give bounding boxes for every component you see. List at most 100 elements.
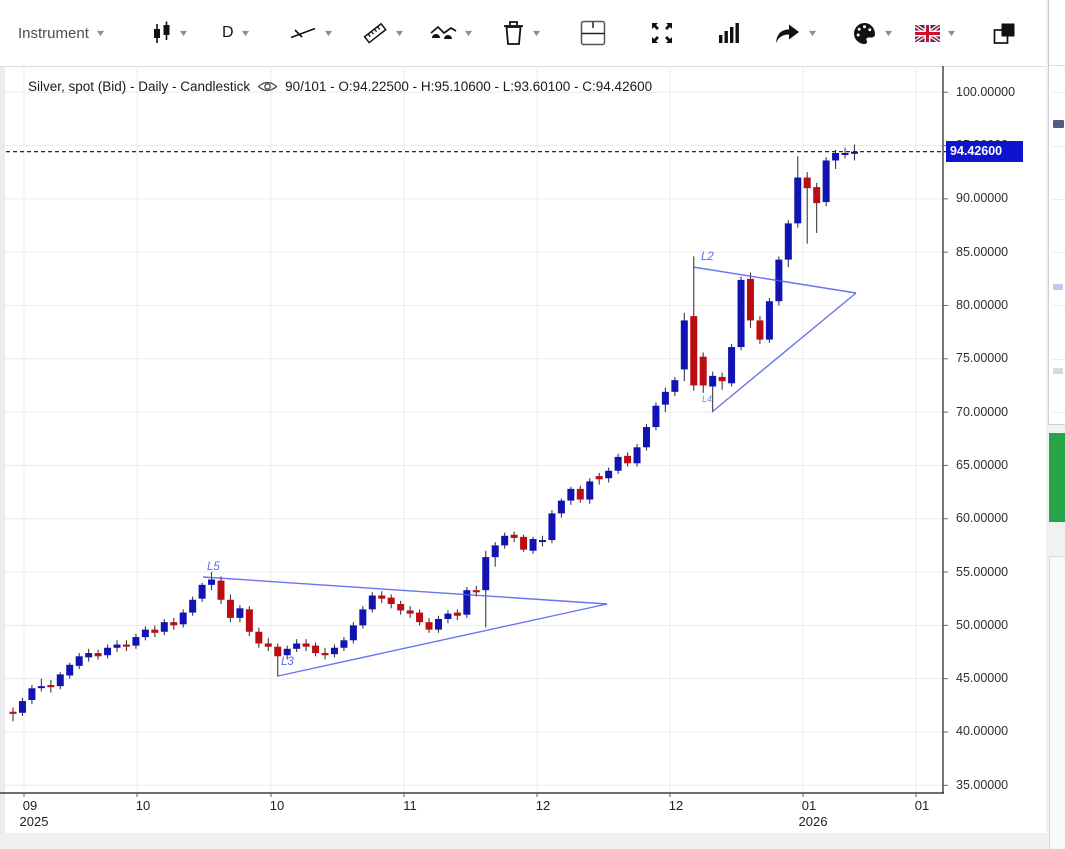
candle <box>841 153 849 156</box>
chevron-down-icon: ▼ <box>462 28 475 38</box>
candle <box>586 481 594 500</box>
draw-line-dropdown[interactable]: ▼ <box>290 0 335 66</box>
language-dropdown[interactable]: ▼ <box>915 0 957 66</box>
adjacent-label-fragment <box>1053 120 1064 128</box>
chevron-down-icon: ▼ <box>239 28 252 38</box>
candle <box>529 538 537 551</box>
candle <box>557 500 565 514</box>
candle <box>66 664 74 676</box>
trendline-L5 <box>202 576 608 605</box>
adjacent-window-edge <box>1046 0 1065 849</box>
candle <box>501 535 509 546</box>
candle <box>312 645 320 654</box>
candle <box>198 584 206 599</box>
candle <box>472 590 480 593</box>
eye-icon[interactable] <box>257 80 278 93</box>
theme-dropdown[interactable]: ▼ <box>852 0 894 66</box>
x-axis-label: 01 <box>801 798 817 813</box>
candle <box>28 688 36 700</box>
candle <box>37 686 45 689</box>
instrument-dropdown[interactable]: Instrument ▼ <box>18 0 107 66</box>
y-axis-label: 100.00000 <box>956 84 1016 99</box>
candle <box>463 590 471 615</box>
chevron-down-icon: ▼ <box>322 28 335 38</box>
adjacent-label-fragment <box>1053 284 1063 290</box>
palette-icon <box>852 21 877 46</box>
share-arrow-icon <box>774 23 801 44</box>
chart-canvas[interactable]: L5 L3 L2 L4 <box>0 66 1046 834</box>
candle <box>737 279 745 348</box>
candle <box>9 711 17 714</box>
indicators-dropdown[interactable]: ▼ <box>430 0 475 66</box>
candle <box>85 653 93 658</box>
fullscreen-button[interactable] <box>650 0 674 66</box>
trendline-L4 <box>711 292 857 413</box>
candle <box>236 608 244 618</box>
current-price-tag: 94.42600 <box>946 141 1023 162</box>
y-axis-label: 80.00000 <box>956 297 1009 312</box>
period-dropdown[interactable]: D ▼ <box>222 0 252 66</box>
indicator-zigzag-icon <box>430 23 457 43</box>
candle <box>302 643 310 647</box>
chevron-down-icon: ▼ <box>530 28 543 38</box>
candle <box>491 545 499 558</box>
adjacent-gridline <box>1052 358 1065 360</box>
candle <box>245 609 253 632</box>
candle <box>746 278 754 321</box>
adjacent-chart-edge <box>1048 66 1065 425</box>
candle <box>538 540 546 543</box>
chart-type-dropdown[interactable]: ▼ <box>152 0 190 66</box>
measure-dropdown[interactable]: ▼ <box>362 0 405 66</box>
candle <box>340 640 348 648</box>
y-axis-label: 60.00000 <box>956 511 1009 526</box>
crosshair-box-icon <box>578 18 608 48</box>
candle <box>179 612 187 625</box>
adjacent-gridline <box>1052 145 1065 147</box>
candle <box>94 653 102 657</box>
y-axis-label: 70.00000 <box>956 404 1009 419</box>
candle <box>794 177 802 224</box>
y-axis-label: 90.00000 <box>956 191 1009 206</box>
candle <box>416 612 424 623</box>
delete-dropdown[interactable]: ▼ <box>502 0 543 66</box>
candle <box>803 177 811 189</box>
candle <box>18 701 26 713</box>
candle <box>141 629 149 638</box>
candle <box>170 622 178 626</box>
candlestick-icon <box>152 21 172 45</box>
candle <box>756 320 764 340</box>
new-window-button[interactable] <box>992 0 1017 66</box>
candle <box>321 653 329 656</box>
trash-icon <box>502 20 525 46</box>
candle <box>784 223 792 260</box>
chevron-down-icon: ▼ <box>177 28 190 38</box>
chart-title-bar: Silver, spot (Bid) - Daily - Candlestick… <box>28 76 652 96</box>
candle <box>850 151 858 154</box>
page-bottom-margin <box>0 833 1046 849</box>
chevron-down-icon: ▼ <box>94 28 107 38</box>
candle <box>387 597 395 605</box>
crosshair-grid-button[interactable] <box>578 0 608 66</box>
instrument-label: Instrument <box>18 24 89 42</box>
trendline-label-L5: L5 <box>207 561 220 573</box>
candle <box>576 488 584 500</box>
trendline-label-L2: L2 <box>701 251 714 263</box>
candle <box>132 637 140 646</box>
candle <box>709 375 717 387</box>
candle <box>406 610 414 614</box>
candle <box>444 613 452 619</box>
adjacent-lower-panel-edge <box>1049 556 1065 849</box>
candle <box>813 187 821 204</box>
expand-icon <box>650 21 674 45</box>
x-axis-label: 12 <box>668 798 684 813</box>
candle <box>624 455 632 464</box>
toolbar: Instrument ▼ ▼ D ▼ <box>0 0 1046 67</box>
share-dropdown[interactable]: ▼ <box>774 0 818 66</box>
chart-ohlc-stats: 90/101 - O:94.22500 - H:95.10600 - L:93.… <box>285 78 653 94</box>
candle <box>642 427 650 448</box>
x-axis-year-label: 2026 <box>798 814 828 829</box>
volume-button[interactable] <box>718 0 740 66</box>
x-axis-label: 10 <box>135 798 151 813</box>
adjacent-label-fragment <box>1053 368 1063 374</box>
trendline-label-L3: L3 <box>281 656 294 668</box>
